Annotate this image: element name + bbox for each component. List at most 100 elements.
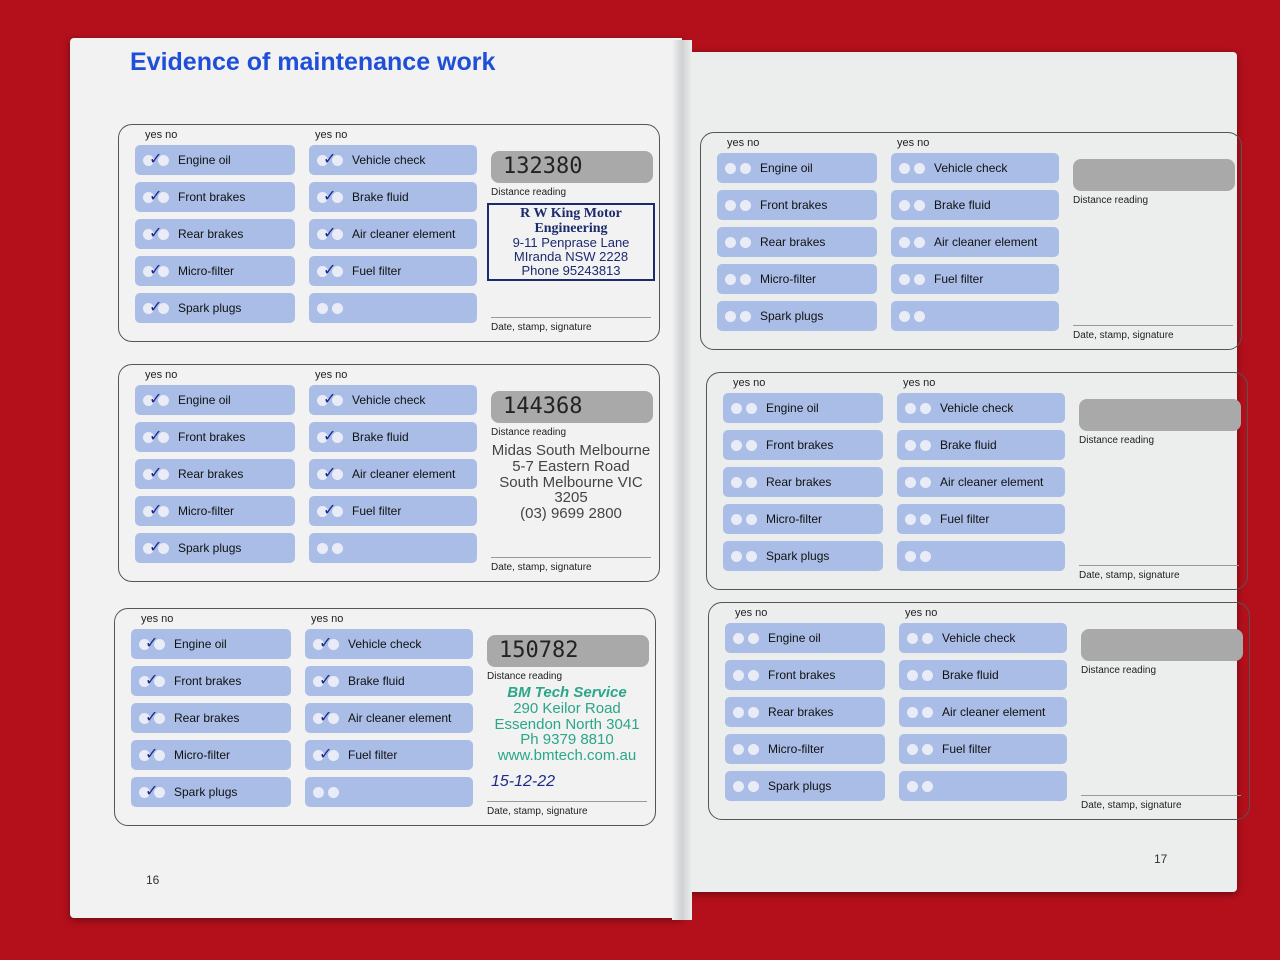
distance-reading-field[interactable]: 132380 — [491, 151, 653, 183]
no-checkbox[interactable] — [740, 273, 751, 285]
checklist-item[interactable]: Front brakes — [725, 660, 885, 690]
checklist-item[interactable]: Engine oil — [723, 393, 883, 423]
yes-checkbox[interactable]: ✓ — [139, 672, 158, 689]
yes-checkbox[interactable]: ✓ — [143, 188, 162, 205]
no-checkbox[interactable] — [332, 228, 343, 240]
no-checkbox[interactable] — [328, 638, 339, 650]
checklist-item[interactable]: ✓ Micro-filter — [135, 496, 295, 526]
checklist-item[interactable]: Engine oil — [725, 623, 885, 653]
no-checkbox[interactable] — [746, 439, 757, 451]
checklist-item[interactable]: Fuel filter — [897, 504, 1065, 534]
no-checkbox[interactable] — [922, 706, 933, 718]
checklist-item[interactable]: Spark plugs — [723, 541, 883, 571]
no-checkbox[interactable] — [914, 273, 925, 285]
yes-checkbox[interactable] — [905, 550, 916, 562]
yes-checkbox[interactable] — [733, 669, 744, 681]
checklist-item[interactable]: Engine oil — [717, 153, 877, 183]
yes-checkbox[interactable] — [317, 542, 328, 554]
no-checkbox[interactable] — [154, 638, 165, 650]
yes-checkbox[interactable] — [907, 669, 918, 681]
no-checkbox[interactable] — [920, 439, 931, 451]
yes-checkbox[interactable] — [733, 743, 744, 755]
checklist-item[interactable]: Brake fluid — [897, 430, 1065, 460]
yes-checkbox[interactable]: ✓ — [317, 502, 336, 519]
yes-checkbox[interactable] — [725, 162, 736, 174]
yes-checkbox[interactable]: ✓ — [317, 465, 336, 482]
yes-checkbox[interactable] — [905, 439, 916, 451]
no-checkbox[interactable] — [154, 749, 165, 761]
no-checkbox[interactable] — [748, 706, 759, 718]
checklist-item[interactable]: Front brakes — [717, 190, 877, 220]
checklist-item[interactable] — [899, 771, 1067, 801]
no-checkbox[interactable] — [746, 476, 757, 488]
no-checkbox[interactable] — [746, 402, 757, 414]
no-checkbox[interactable] — [154, 675, 165, 687]
checklist-item[interactable]: Rear brakes — [723, 467, 883, 497]
yes-checkbox[interactable]: ✓ — [313, 709, 332, 726]
no-checkbox[interactable] — [914, 236, 925, 248]
checklist-item[interactable]: ✓ Spark plugs — [135, 293, 295, 323]
no-checkbox[interactable] — [748, 632, 759, 644]
no-checkbox[interactable] — [158, 154, 169, 166]
no-checkbox[interactable] — [920, 402, 931, 414]
yes-checkbox[interactable] — [733, 632, 744, 644]
yes-checkbox[interactable] — [733, 780, 744, 792]
no-checkbox[interactable] — [158, 505, 169, 517]
checklist-item[interactable]: Rear brakes — [725, 697, 885, 727]
checklist-item[interactable]: ✓ Engine oil — [131, 629, 291, 659]
yes-checkbox[interactable] — [725, 199, 736, 211]
yes-checkbox[interactable]: ✓ — [139, 783, 158, 800]
no-checkbox[interactable] — [158, 468, 169, 480]
yes-checkbox[interactable] — [905, 402, 916, 414]
yes-checkbox[interactable]: ✓ — [313, 746, 332, 763]
no-checkbox[interactable] — [328, 712, 339, 724]
yes-checkbox[interactable] — [733, 706, 744, 718]
checklist-item[interactable] — [305, 777, 473, 807]
checklist-item[interactable]: ✓ Engine oil — [135, 145, 295, 175]
checklist-item[interactable]: ✓ Air cleaner element — [305, 703, 473, 733]
checklist-item[interactable]: ✓ Spark plugs — [135, 533, 295, 563]
no-checkbox[interactable] — [154, 712, 165, 724]
checklist-item[interactable]: ✓ Micro-filter — [135, 256, 295, 286]
checklist-item[interactable]: ✓ Brake fluid — [309, 422, 477, 452]
yes-checkbox[interactable]: ✓ — [313, 635, 332, 652]
yes-checkbox[interactable]: ✓ — [143, 299, 162, 316]
no-checkbox[interactable] — [740, 310, 751, 322]
checklist-item[interactable]: Micro-filter — [723, 504, 883, 534]
checklist-item[interactable]: Fuel filter — [899, 734, 1067, 764]
no-checkbox[interactable] — [158, 302, 169, 314]
checklist-item[interactable]: ✓ Rear brakes — [135, 219, 295, 249]
yes-checkbox[interactable] — [899, 236, 910, 248]
checklist-item[interactable]: ✓ Brake fluid — [309, 182, 477, 212]
checklist-item[interactable]: Front brakes — [723, 430, 883, 460]
yes-checkbox[interactable]: ✓ — [143, 539, 162, 556]
no-checkbox[interactable] — [154, 786, 165, 798]
yes-checkbox[interactable]: ✓ — [143, 225, 162, 242]
checklist-item[interactable]: ✓ Vehicle check — [309, 385, 477, 415]
checklist-item[interactable]: Spark plugs — [717, 301, 877, 331]
yes-checkbox[interactable]: ✓ — [317, 151, 336, 168]
checklist-item[interactable]: ✓ Spark plugs — [131, 777, 291, 807]
checklist-item[interactable]: ✓ Engine oil — [135, 385, 295, 415]
checklist-item[interactable]: Vehicle check — [897, 393, 1065, 423]
checklist-item[interactable]: ✓ Rear brakes — [135, 459, 295, 489]
no-checkbox[interactable] — [332, 431, 343, 443]
checklist-item[interactable]: ✓ Fuel filter — [309, 256, 477, 286]
yes-checkbox[interactable] — [905, 476, 916, 488]
checklist-item[interactable]: Spark plugs — [725, 771, 885, 801]
no-checkbox[interactable] — [922, 669, 933, 681]
yes-checkbox[interactable] — [905, 513, 916, 525]
no-checkbox[interactable] — [920, 550, 931, 562]
no-checkbox[interactable] — [332, 154, 343, 166]
no-checkbox[interactable] — [746, 513, 757, 525]
checklist-item[interactable]: ✓ Rear brakes — [131, 703, 291, 733]
checklist-item[interactable]: ✓ Fuel filter — [305, 740, 473, 770]
yes-checkbox[interactable]: ✓ — [313, 672, 332, 689]
yes-checkbox[interactable] — [899, 273, 910, 285]
no-checkbox[interactable] — [158, 542, 169, 554]
yes-checkbox[interactable]: ✓ — [139, 746, 158, 763]
distance-reading-field[interactable]: 150782 — [487, 635, 649, 667]
checklist-item[interactable]: ✓ Fuel filter — [309, 496, 477, 526]
yes-checkbox[interactable] — [731, 439, 742, 451]
yes-checkbox[interactable] — [725, 310, 736, 322]
